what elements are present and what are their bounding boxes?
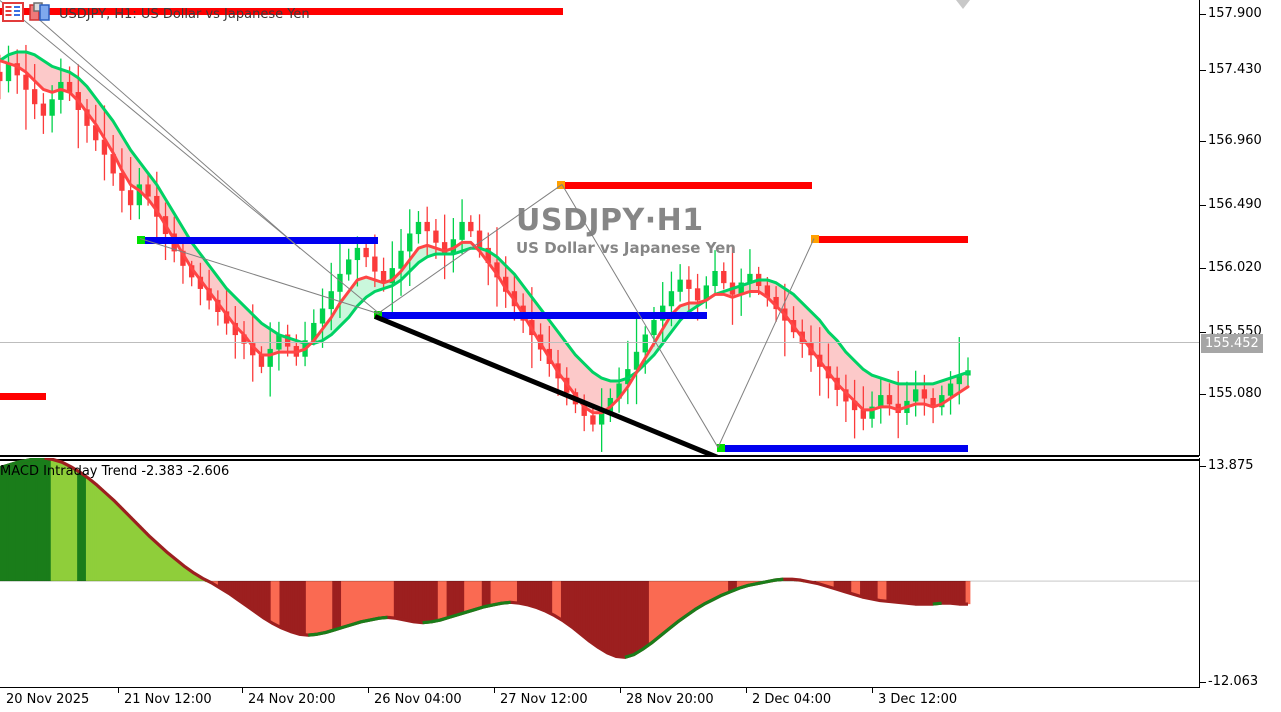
current-price-tag: 155.452 — [1201, 334, 1263, 353]
pane-divider-bottom — [0, 459, 1199, 461]
time-axis-label: 21 Nov 12:00 — [124, 692, 212, 707]
chart-toolbar[interactable] — [2, 2, 51, 22]
time-axis-label: 20 Nov 2025 — [6, 692, 90, 707]
price-series-plot — [0, 44, 971, 452]
time-axis-tick — [118, 688, 119, 693]
current-price-line — [0, 342, 1199, 343]
macd-histogram-plot — [0, 458, 1199, 659]
price-axis-tick — [1200, 394, 1206, 395]
price-axis-tick — [1200, 205, 1206, 206]
price-axis-label: 155.080 — [1208, 386, 1262, 401]
time-axis-label: 28 Nov 20:00 — [626, 692, 714, 707]
time-axis-tick — [242, 688, 243, 693]
price-pane[interactable]: USDJPY·H1 US Dollar vs Japanese Yen — [0, 0, 1199, 456]
macd-pane[interactable]: MACD Intraday Trend -2.383 -2.606 — [0, 458, 1199, 688]
resistance-3[interactable] — [558, 182, 812, 189]
time-axis-tick — [872, 688, 873, 693]
time-axis-label: 24 Nov 20:00 — [248, 692, 336, 707]
macd-axis-tick — [1200, 466, 1206, 467]
chart-title: USDJPY, H1: US Dollar vs Japanese Yen — [59, 7, 310, 22]
bar-marker-icon — [956, 0, 970, 9]
support-3-anchor[interactable] — [717, 444, 725, 452]
price-axis-label: 156.960 — [1208, 133, 1262, 148]
price-axis-tick — [1200, 268, 1206, 269]
price-axis-tick — [1200, 14, 1206, 15]
support-2[interactable] — [375, 312, 707, 319]
macd-axis-label: -12.063 — [1208, 674, 1259, 689]
time-axis-tick — [746, 688, 747, 693]
time-axis-label: 27 Nov 12:00 — [500, 692, 588, 707]
price-axis-tick — [1200, 332, 1206, 333]
new-chart-icon[interactable] — [29, 2, 51, 22]
price-axis-label: 156.020 — [1208, 260, 1262, 275]
macd-indicator-label: MACD Intraday Trend -2.383 -2.606 — [0, 464, 230, 479]
price-axis-tick — [1200, 141, 1206, 142]
support-1-anchor[interactable] — [137, 236, 145, 244]
time-axis-label: 2 Dec 04:00 — [752, 692, 832, 707]
support-3[interactable] — [718, 445, 968, 452]
price-axis-tick — [1200, 70, 1206, 71]
resistance-4[interactable] — [812, 236, 968, 243]
pane-divider-top — [0, 455, 1199, 457]
market-watch-icon[interactable] — [2, 2, 24, 22]
macd-axis-tick — [1200, 682, 1206, 683]
resistance-2[interactable] — [0, 393, 46, 400]
support-1[interactable] — [138, 237, 378, 244]
time-axis-tick — [620, 688, 621, 693]
price-scale[interactable]: 157.900 157.430 156.960 156.490 156.020 155.5… — [1199, 0, 1281, 456]
time-scale[interactable]: 20 Nov 2025 21 Nov 12:00 24 Nov 20:00 26 No… — [0, 688, 1281, 712]
macd-scale[interactable]: 13.875 -12.063 — [1199, 458, 1281, 688]
price-axis-label: 157.900 — [1208, 6, 1262, 21]
resistance-1[interactable] — [0, 8, 563, 15]
macd-pane-bottom-border — [0, 687, 1199, 689]
resistance-4-anchor[interactable] — [811, 235, 819, 243]
time-axis-label: 3 Dec 12:00 — [878, 692, 958, 707]
price-axis-label: 157.430 — [1208, 62, 1262, 77]
time-axis-label: 26 Nov 04:00 — [374, 692, 462, 707]
price-axis-label: 156.490 — [1208, 197, 1262, 212]
macd-axis-label: 13.875 — [1208, 458, 1254, 473]
time-axis-tick — [368, 688, 369, 693]
time-axis-tick — [494, 688, 495, 693]
